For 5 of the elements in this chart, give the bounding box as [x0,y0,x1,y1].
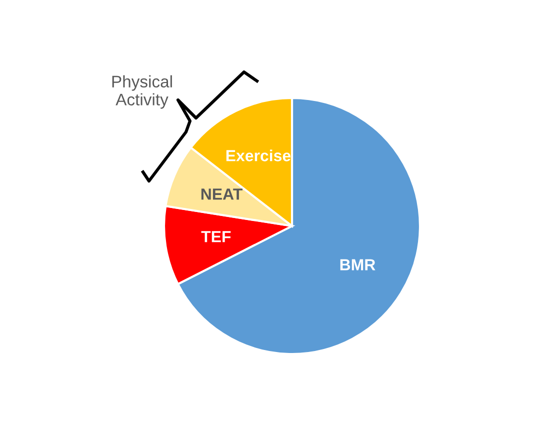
slice-label: NEAT [201,188,242,200]
slice-label: BMR [340,259,376,270]
text: Physical Activity [112,75,172,109]
slice-label: Exercise [226,150,291,162]
slice-label: TEF [201,231,231,242]
